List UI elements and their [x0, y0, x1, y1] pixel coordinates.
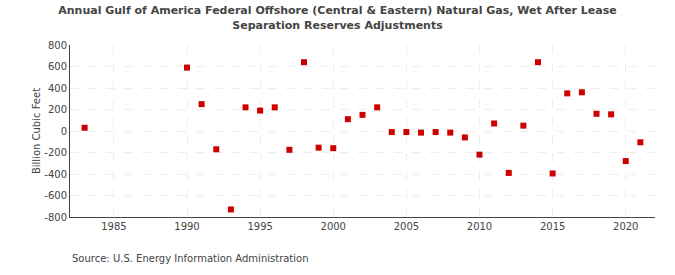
svg-text:Annual Gulf of America Federal: Annual Gulf of America Federal Offshore … — [58, 4, 617, 31]
svg-text:1985: 1985 — [101, 221, 126, 232]
svg-text:2015: 2015 — [540, 221, 565, 232]
svg-text:-600: -600 — [44, 190, 67, 201]
svg-text:2000: 2000 — [321, 221, 346, 232]
svg-text:-800: -800 — [44, 212, 67, 223]
svg-text:1995: 1995 — [247, 221, 272, 232]
svg-text:1990: 1990 — [174, 221, 199, 232]
svg-text:2020: 2020 — [613, 221, 638, 232]
svg-text:800: 800 — [48, 40, 67, 51]
svg-text:Source: U.S. Energy Informatio: Source: U.S. Energy Information Administ… — [72, 253, 309, 264]
svg-text:0: 0 — [61, 126, 67, 137]
svg-text:400: 400 — [48, 83, 67, 94]
svg-text:2005: 2005 — [394, 221, 419, 232]
svg-text:200: 200 — [48, 104, 67, 115]
svg-text:Billion Cubic Feet: Billion Cubic Feet — [31, 88, 42, 174]
svg-text:600: 600 — [48, 61, 67, 72]
svg-text:-200: -200 — [44, 147, 67, 158]
svg-text:2010: 2010 — [467, 221, 492, 232]
svg-text:-400: -400 — [44, 169, 67, 180]
